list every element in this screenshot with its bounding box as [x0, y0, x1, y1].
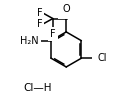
Text: F: F [50, 29, 56, 39]
Text: H₂N: H₂N [20, 36, 39, 46]
Text: Cl: Cl [97, 53, 107, 63]
Text: F: F [37, 19, 42, 29]
Text: F: F [37, 8, 42, 18]
Text: O: O [62, 4, 70, 14]
Text: Cl—H: Cl—H [23, 83, 51, 93]
